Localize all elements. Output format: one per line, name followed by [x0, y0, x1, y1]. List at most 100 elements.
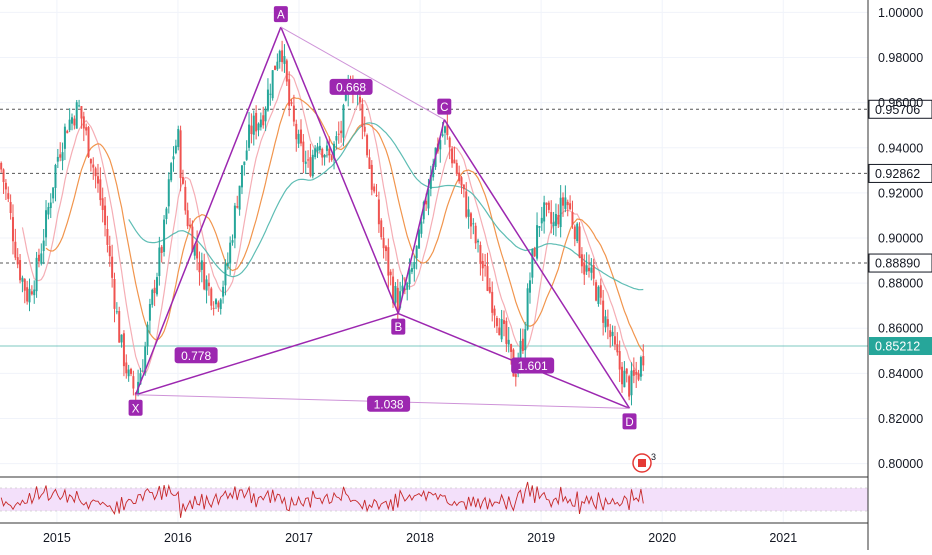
candlestick: [158, 236, 161, 286]
candle-body: [359, 96, 362, 103]
candle-body: [153, 287, 156, 294]
candle-body: [184, 186, 187, 211]
candlestick: [224, 259, 227, 296]
candle-body: [420, 221, 423, 234]
pattern-ratio-badge[interactable]: [511, 357, 555, 374]
pattern-point-x-badge[interactable]: [128, 399, 143, 416]
candlestick: [177, 125, 180, 151]
candle-body: [45, 210, 48, 238]
price-level-label: 0.88890: [875, 257, 920, 271]
candle-body: [238, 185, 241, 210]
candle-body: [446, 124, 449, 136]
candle-body: [479, 245, 482, 264]
candlestick: [573, 224, 576, 247]
candlestick: [531, 248, 534, 284]
candlestick: [245, 140, 248, 161]
pattern-leg-cd: [443, 119, 631, 409]
candlestick: [406, 281, 409, 301]
pattern-point-b-label: B: [394, 322, 402, 334]
candlestick: [380, 218, 383, 240]
candle-body: [207, 282, 210, 287]
pattern-ratio-badge[interactable]: [367, 395, 411, 412]
pattern-point-b-badge[interactable]: [391, 318, 406, 335]
candle-body: [127, 369, 130, 377]
harmonic-pattern[interactable]: X A B C D 0.668 0.778 1.601 1.038: [128, 6, 637, 430]
candle-body: [538, 226, 541, 228]
candle-body: [566, 201, 569, 206]
y-tick-label: 0.84000: [878, 367, 923, 381]
pattern-ratio-badge[interactable]: [174, 347, 218, 364]
candlestick: [165, 206, 168, 225]
candle-body: [396, 287, 399, 310]
pattern-point-c-badge[interactable]: [437, 98, 452, 115]
candlestick: [33, 280, 36, 304]
candle-body: [269, 93, 272, 95]
candle-body: [259, 119, 262, 128]
candle-body: [252, 115, 255, 135]
candle-body: [592, 265, 595, 279]
candle-body: [132, 376, 135, 389]
candle-body: [406, 283, 409, 290]
pattern-point-x-label: X: [132, 403, 140, 415]
candlestick: [276, 53, 279, 71]
oscillator-band: [0, 488, 868, 511]
candlestick: [547, 200, 550, 214]
candle-body: [455, 162, 458, 175]
pattern-point-d-badge[interactable]: [622, 413, 637, 430]
candlestick: [495, 315, 498, 334]
candlestick: [578, 222, 581, 259]
candlestick: [564, 185, 567, 213]
candle-body: [274, 65, 277, 70]
candlestick: [295, 119, 298, 152]
candlestick: [122, 330, 125, 377]
candle-body: [94, 168, 97, 177]
y-tick-label: 0.96000: [878, 96, 923, 110]
candle-body: [219, 299, 222, 309]
candle-body: [441, 134, 444, 136]
candlestick: [635, 361, 638, 388]
pattern-ratio-badge[interactable]: [329, 78, 373, 95]
candle-body: [635, 371, 638, 375]
candle-body: [467, 209, 470, 217]
candle-body: [521, 338, 524, 351]
candlestick: [639, 355, 642, 381]
candle-body: [510, 344, 513, 352]
candlestick: [361, 98, 364, 140]
candlestick: [73, 115, 76, 130]
candle-body: [14, 241, 17, 258]
candlestick: [198, 251, 201, 286]
flag-icon-mark: [638, 459, 646, 467]
candlestick: [389, 269, 392, 286]
candle-body: [203, 262, 206, 290]
candle-body: [621, 366, 624, 385]
candlestick: [366, 133, 369, 158]
candlestick: [92, 157, 95, 180]
candle-body: [283, 56, 286, 64]
candlestick: [453, 146, 456, 164]
candlestick: [191, 220, 194, 253]
candlestick: [19, 253, 22, 284]
candlestick: [602, 289, 605, 336]
candlestick: [507, 326, 510, 353]
candle-body: [125, 362, 128, 374]
candlestick: [540, 206, 543, 231]
candlestick: [75, 99, 78, 129]
candle-body: [366, 135, 369, 156]
x-tick-label: 2015: [43, 531, 71, 545]
candle-body: [4, 182, 7, 190]
candle-body: [21, 277, 24, 282]
candlesticks: [0, 40, 645, 406]
candlestick: [311, 149, 314, 179]
candle-body: [486, 266, 489, 291]
candlestick: [61, 142, 64, 171]
candlestick: [78, 99, 81, 108]
pattern-point-a-badge[interactable]: [273, 6, 288, 23]
candlestick: [222, 280, 225, 304]
candlestick: [252, 110, 255, 146]
candle-body: [96, 176, 99, 184]
event-badge[interactable]: 3: [632, 452, 656, 473]
candlestick: [328, 136, 331, 163]
candlestick: [4, 179, 7, 200]
candle-body: [285, 60, 288, 82]
candle-body: [533, 248, 536, 257]
